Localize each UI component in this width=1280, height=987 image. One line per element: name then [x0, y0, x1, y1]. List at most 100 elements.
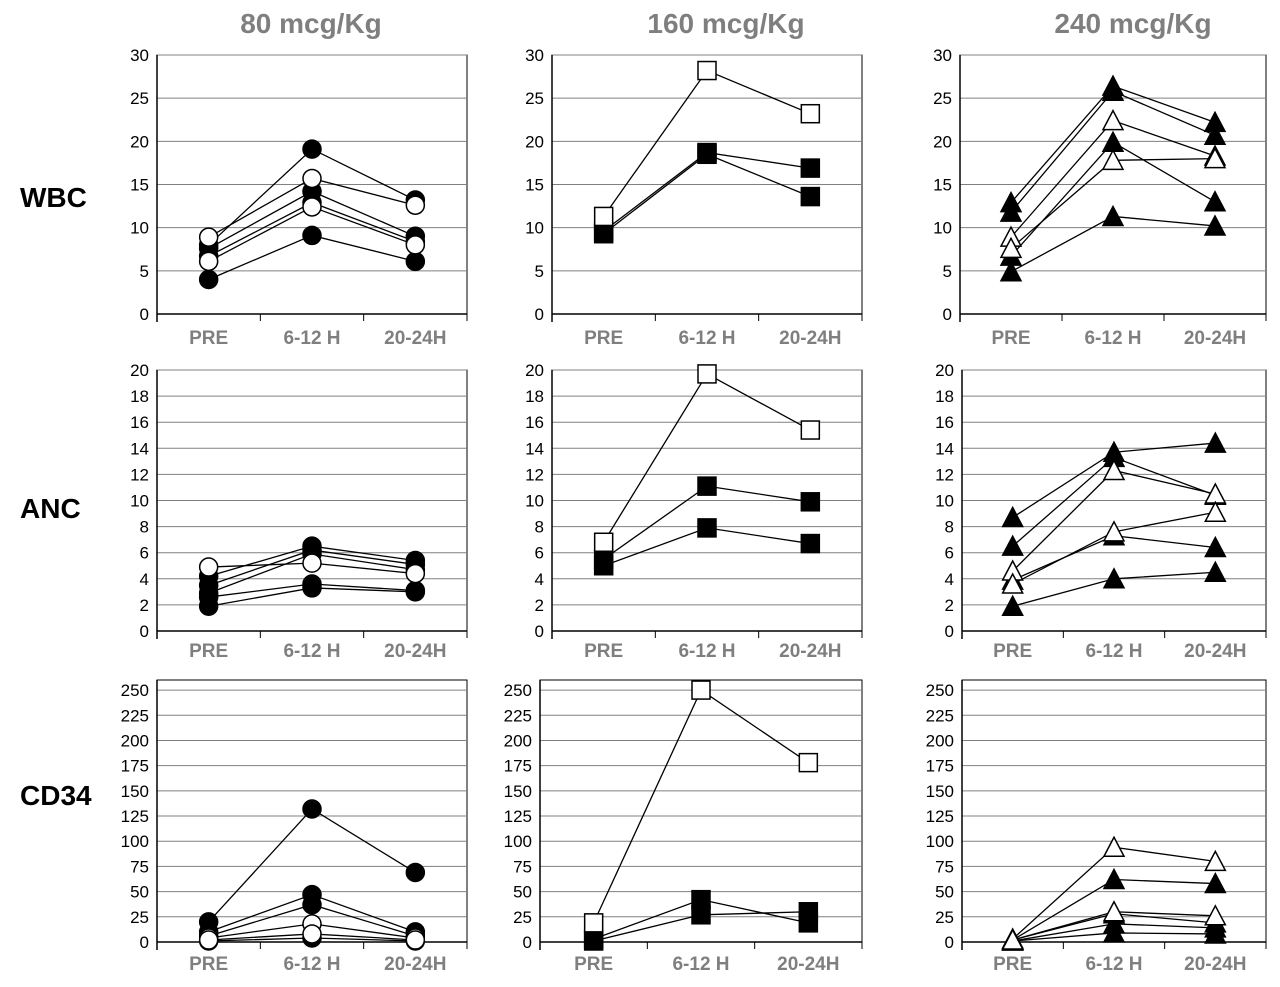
y-tick-label: 8	[945, 518, 954, 537]
chart-panel-anc-1: 0 2 4 6 8 10 12 14 16 18 20 PRE 6-12 H 20-24H	[130, 361, 468, 662]
y-tick-label: 25	[130, 89, 149, 108]
y-tick-label: 14	[525, 439, 544, 458]
chart-panel-wbc-1: 0 5 10 15 20 25 30 PRE 6-12 H 20-24H	[130, 46, 468, 349]
y-tick-label: 200	[926, 731, 954, 750]
y-tick-label: 12	[525, 465, 544, 484]
x-tick-label: 20-24H	[384, 641, 446, 662]
chart-panel-wbc-2: 0 5 10 15 20 25 30 PRE 6-12 H 20-24H	[525, 46, 863, 349]
y-tick-label: 50	[513, 883, 532, 902]
y-tick-label: 18	[525, 387, 544, 406]
y-tick-label: 225	[121, 706, 149, 725]
row-label-anc: ANC	[20, 493, 81, 524]
data-point	[302, 894, 322, 915]
y-tick-label: 200	[121, 731, 149, 750]
x-tick-label: 6-12 H	[678, 328, 735, 349]
y-tick-label: 16	[130, 413, 149, 432]
data-point	[1204, 904, 1227, 926]
y-tick-label: 125	[926, 807, 954, 826]
data-point	[800, 103, 821, 124]
y-tick-label: 10	[935, 492, 954, 511]
data-point	[1204, 535, 1227, 558]
y-tick-label: 2	[140, 596, 149, 615]
data-point	[198, 269, 219, 290]
y-tick-label: 2	[535, 596, 544, 615]
data-point	[697, 476, 717, 496]
data-point	[302, 924, 322, 944]
data-point	[800, 420, 821, 440]
data-point	[697, 144, 717, 165]
data-point	[302, 553, 322, 573]
data-point	[1001, 505, 1024, 528]
y-tick-label: 4	[140, 570, 149, 589]
y-tick-label: 0	[943, 305, 952, 324]
y-tick-label: 0	[535, 305, 544, 324]
data-point	[198, 557, 219, 577]
y-tick-label: 5	[943, 262, 952, 281]
y-tick-label: 8	[535, 518, 544, 537]
y-tick-label: 10	[130, 492, 149, 511]
x-tick-label: 6-12 H	[283, 328, 340, 349]
data-point	[302, 139, 322, 159]
data-point	[1203, 146, 1227, 169]
y-tick-label: 25	[513, 908, 532, 927]
data-point	[302, 197, 322, 217]
chart-panel-cd34-1: 0 25 50 75 100 125 150 175 200 225 250 PRE 6-12 H 20-…	[121, 679, 468, 975]
x-tick-label: 6-12 H	[283, 954, 340, 975]
data-point	[1102, 835, 1126, 858]
y-tick-label: 20	[935, 361, 954, 380]
y-tick-label: 12	[935, 465, 954, 484]
y-tick-label: 0	[140, 933, 149, 952]
y-tick-label: 15	[130, 176, 149, 195]
x-tick-label: 6-12 H	[1084, 328, 1141, 349]
y-tick-label: 18	[130, 387, 149, 406]
y-tick-label: 5	[535, 262, 544, 281]
data-point	[593, 206, 614, 227]
y-tick-label: 16	[935, 413, 954, 432]
y-tick-label: 100	[121, 832, 149, 851]
x-tick-label: PRE	[189, 328, 228, 349]
data-point	[1204, 560, 1227, 583]
data-point	[1204, 482, 1227, 504]
y-tick-label: 0	[535, 622, 544, 641]
chart-panel-anc-2: 0 2 4 6 8 10 12 14 16 18 20 PRE 6-12 H 20-24H	[525, 361, 863, 662]
data-point	[405, 195, 426, 215]
y-tick-label: 100	[926, 832, 954, 851]
y-tick-label: 16	[525, 413, 544, 432]
data-point	[1204, 871, 1227, 894]
series-line	[603, 373, 811, 543]
y-tick-label: 25	[130, 908, 149, 927]
y-tick-label: 50	[130, 883, 149, 902]
row-label-cd34: CD34	[20, 780, 92, 811]
y-tick-label: 175	[926, 757, 954, 776]
chart-panel-cd34-2: 0 25 50 75 100 125 150 175 200 225 250 PRE 6-12 H 20-…	[504, 679, 863, 975]
x-tick-label: PRE	[574, 954, 613, 975]
data-point	[1102, 520, 1126, 542]
column-title-240: 240 mcg/Kg	[1054, 8, 1212, 39]
data-point	[1204, 500, 1227, 522]
y-tick-label: 0	[140, 305, 149, 324]
data-point	[697, 518, 717, 538]
data-point	[691, 905, 711, 925]
y-tick-label: 8	[140, 518, 149, 537]
x-tick-label: PRE	[991, 328, 1030, 349]
y-tick-label: 25	[525, 89, 544, 108]
y-tick-label: 10	[933, 219, 952, 238]
y-tick-label: 150	[121, 782, 149, 801]
data-point	[1101, 148, 1125, 171]
x-tick-label: PRE	[584, 641, 623, 662]
data-point	[999, 260, 1023, 282]
y-tick-label: 175	[121, 757, 149, 776]
data-point	[798, 752, 819, 773]
x-tick-label: PRE	[993, 641, 1032, 662]
data-point	[583, 931, 604, 951]
y-tick-label: 6	[140, 544, 149, 563]
y-tick-label: 250	[926, 681, 954, 700]
y-tick-label: 20	[525, 132, 544, 151]
data-point	[405, 862, 426, 883]
x-tick-label: 20-24H	[384, 954, 446, 975]
x-tick-label: 20-24H	[779, 641, 841, 662]
y-tick-label: 10	[525, 219, 544, 238]
data-point	[593, 223, 614, 244]
x-tick-label: 20-24H	[779, 328, 841, 349]
